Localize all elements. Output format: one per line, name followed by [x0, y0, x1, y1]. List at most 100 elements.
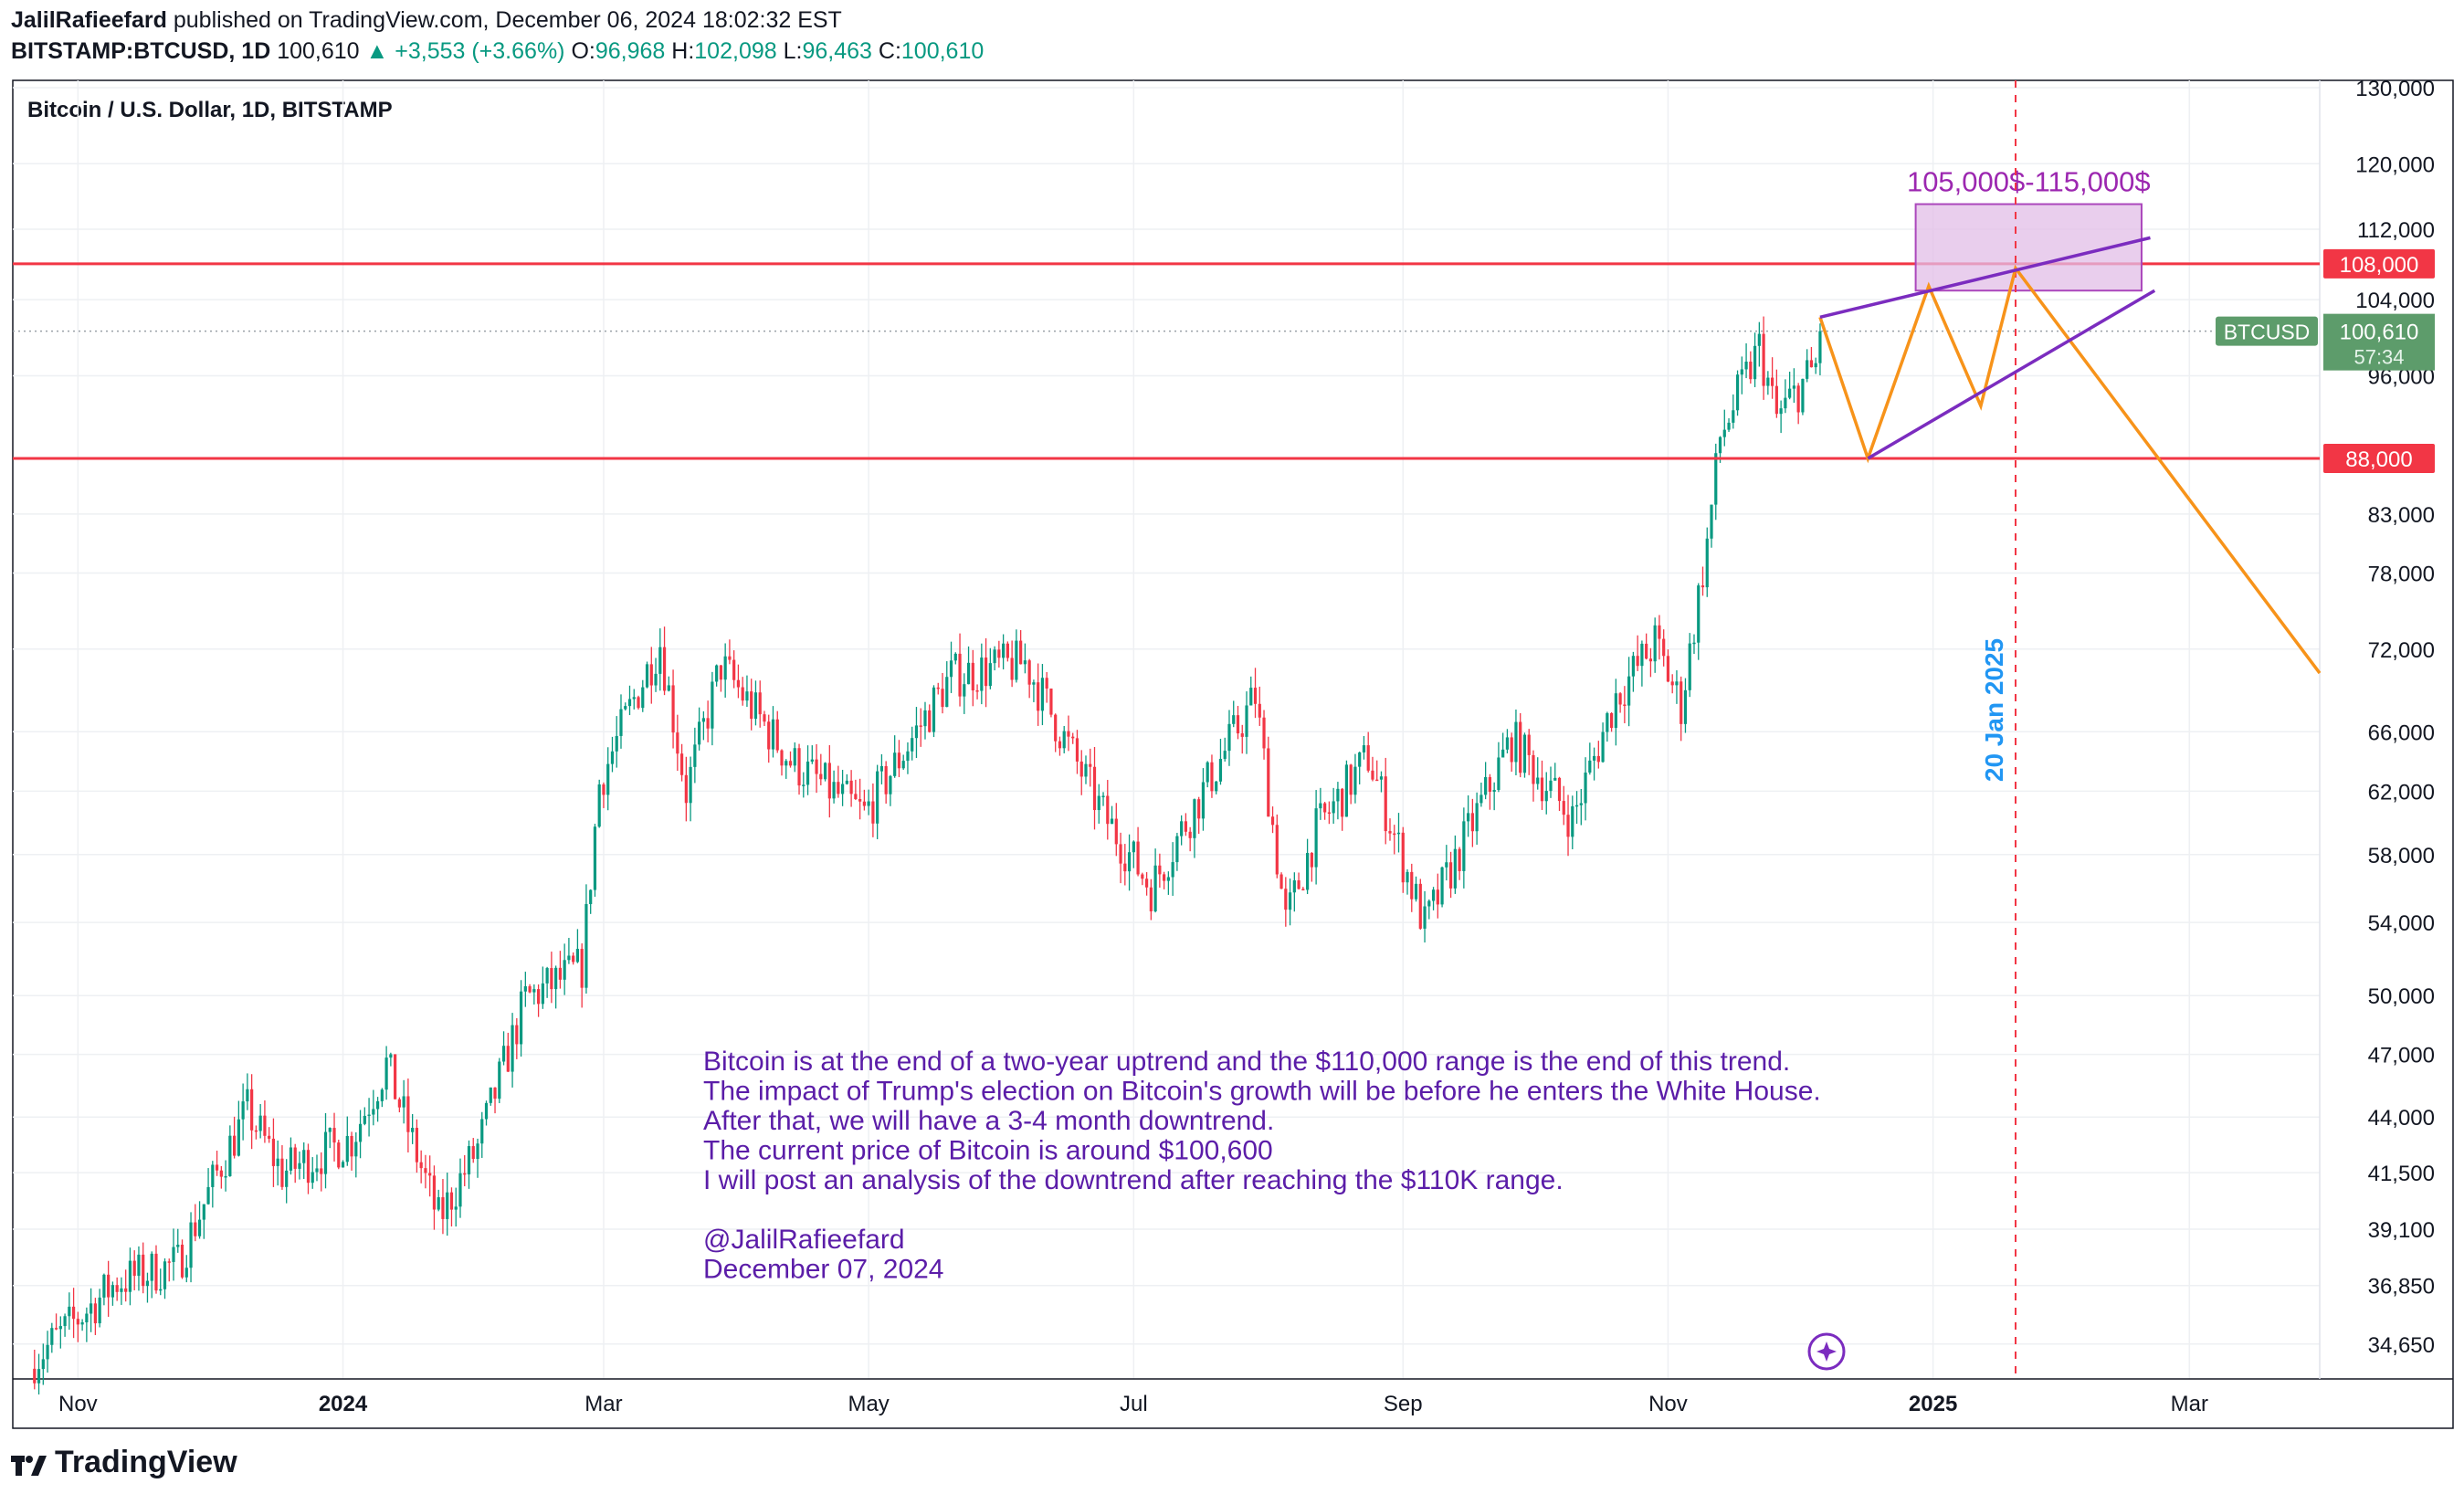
candle-body: [384, 1057, 388, 1090]
y-tick-label: 66,000: [2368, 721, 2435, 745]
candle-body: [711, 681, 714, 729]
candle-body: [876, 771, 879, 824]
candle-body: [68, 1306, 71, 1317]
candle-body: [1401, 832, 1405, 883]
candle-body: [1245, 705, 1248, 737]
candle-body: [767, 721, 771, 750]
candle-body: [1163, 874, 1166, 881]
candle-body: [1341, 788, 1344, 817]
candle-body: [363, 1115, 366, 1124]
candle-body: [332, 1128, 336, 1143]
candle-body: [1779, 408, 1783, 415]
change-up-icon: ▲: [365, 38, 389, 64]
candle-body: [819, 773, 823, 780]
candle-body: [446, 1192, 449, 1219]
candle-body: [1440, 867, 1444, 905]
candle-body: [311, 1172, 314, 1184]
candle-body: [389, 1054, 393, 1058]
candle-body: [501, 1046, 506, 1062]
candle-body: [1089, 763, 1092, 767]
bar-countdown: 57:34: [2353, 346, 2404, 369]
candle-body: [840, 784, 845, 794]
candle-body: [732, 659, 736, 680]
candle-body: [1680, 681, 1683, 724]
x-tick-label: Nov: [58, 1392, 98, 1416]
candle-body: [1732, 410, 1735, 423]
candle-body: [719, 665, 723, 680]
candle-body: [649, 664, 653, 686]
candle-body: [1766, 377, 1770, 386]
candle-body: [1166, 877, 1170, 881]
candle-body: [58, 1326, 62, 1330]
analysis-note-line: The current price of Bitcoin is around $…: [703, 1136, 1273, 1166]
candle-body: [1631, 656, 1635, 677]
candle-body: [328, 1128, 332, 1132]
x-tick-label: 2024: [319, 1392, 368, 1416]
candle-body: [1349, 764, 1353, 795]
candle-body: [489, 1087, 492, 1103]
candle-body: [467, 1146, 471, 1175]
candle-body: [1201, 782, 1206, 819]
candle-body: [1371, 770, 1374, 780]
symbol-label: BITSTAMP:BTCUSD, 1D: [11, 38, 271, 64]
candle-body: [268, 1135, 271, 1139]
candle-body: [120, 1288, 123, 1292]
candle-body: [506, 1046, 510, 1072]
candle-body: [793, 748, 796, 766]
candle-body: [1467, 813, 1470, 822]
candle-body: [1193, 799, 1196, 838]
candle-body: [1522, 734, 1527, 773]
candle-body: [1727, 422, 1731, 430]
candle-body: [1306, 853, 1310, 890]
candle-body: [358, 1123, 363, 1142]
candle-body: [671, 685, 675, 733]
candle-body: [1015, 640, 1018, 680]
candle-body: [1670, 681, 1674, 686]
author-name[interactable]: JalilRafieefard: [11, 7, 167, 33]
candle-body: [1336, 788, 1340, 802]
candle-body: [98, 1297, 101, 1324]
candle-body: [80, 1322, 84, 1325]
candle-body: [662, 647, 667, 691]
candle-body: [1344, 764, 1349, 817]
candle-body: [706, 718, 710, 729]
candle-body: [258, 1115, 262, 1131]
candle-body: [1701, 585, 1705, 588]
candle-body: [1092, 766, 1097, 811]
candle-body: [627, 699, 632, 707]
candle-body: [1058, 741, 1062, 749]
candle-body: [1623, 704, 1627, 706]
candle-body: [667, 685, 670, 691]
candle-body: [941, 689, 944, 708]
candle-body: [1227, 723, 1231, 752]
level-price-tag: [2323, 248, 2435, 279]
candle-body: [306, 1150, 311, 1184]
candle-body: [85, 1313, 89, 1323]
candle-body: [1579, 803, 1583, 805]
candle-body: [889, 775, 892, 794]
candle-body: [1079, 761, 1083, 777]
candle-body: [1084, 763, 1088, 777]
open-value: 96,968: [595, 38, 666, 64]
candle-body: [919, 725, 922, 727]
candle-body: [1801, 378, 1805, 413]
candle-body: [337, 1142, 341, 1168]
candle-body: [350, 1135, 353, 1157]
candle-body: [167, 1261, 171, 1263]
candle-body: [554, 967, 558, 990]
candle-body: [1010, 658, 1014, 680]
candle-body: [806, 761, 810, 785]
candle-body: [1640, 643, 1644, 667]
candle-body: [202, 1204, 205, 1220]
candle-body: [1270, 816, 1275, 826]
candle-body: [211, 1164, 215, 1187]
candle-body: [1153, 865, 1157, 911]
candle-body: [1180, 821, 1184, 836]
candle-body: [1319, 803, 1322, 809]
candle-body: [1253, 688, 1258, 704]
candle-body: [1379, 776, 1384, 780]
candle-body: [41, 1359, 45, 1370]
candle-body: [1501, 749, 1505, 758]
candle-body: [1774, 385, 1778, 415]
